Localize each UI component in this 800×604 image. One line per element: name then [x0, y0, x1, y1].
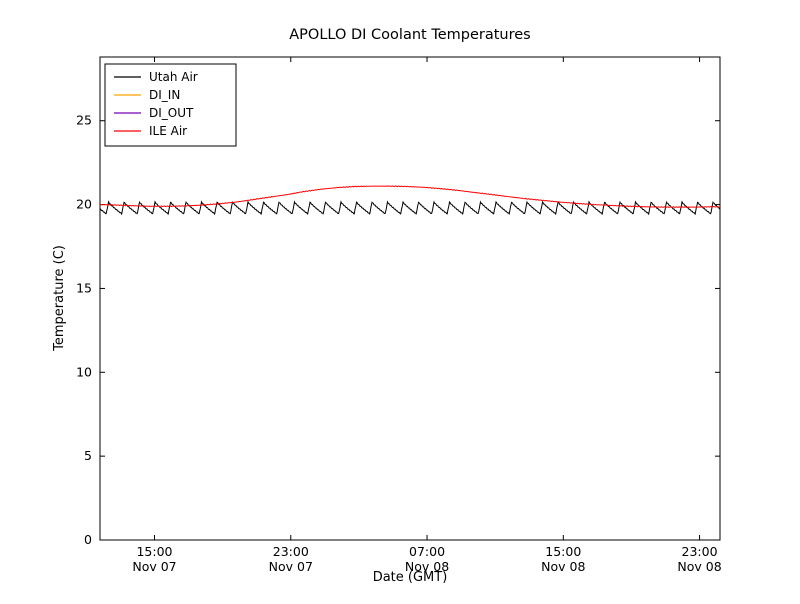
x-tick-date-label: Nov 07	[269, 559, 313, 574]
x-tick-date-label: Nov 08	[405, 559, 449, 574]
y-tick-label: 20	[76, 197, 92, 212]
y-axis-label: Temperature (C)	[52, 245, 67, 352]
legend-label: ILE Air	[149, 124, 187, 138]
legend-label: Utah Air	[149, 70, 198, 84]
x-tick-date-label: Nov 07	[132, 559, 176, 574]
x-tick-time-label: 15:00	[545, 544, 581, 559]
x-tick-time-label: 07:00	[409, 544, 445, 559]
legend: Utah Air DI_IN DI_OUT ILE Air	[104, 63, 237, 147]
series-line-ile-air	[99, 185, 720, 208]
x-tick-time-label: 23:00	[682, 544, 718, 559]
y-tick-label: 25	[76, 113, 92, 128]
y-tick-label: 15	[76, 280, 92, 295]
y-tick-label: 0	[84, 532, 92, 547]
y-tick-label: 5	[84, 448, 92, 463]
x-axis-label: Date (GMT)	[373, 570, 448, 585]
legend-label: DI_IN	[149, 88, 180, 102]
x-tick-time-label: 23:00	[273, 544, 309, 559]
y-tick-label: 10	[76, 364, 92, 379]
series-line-utah-air	[99, 200, 720, 216]
legend-label: DI_OUT	[149, 106, 194, 120]
x-tick-time-label: 15:00	[136, 544, 172, 559]
series-lines	[99, 185, 720, 216]
legend-box	[104, 63, 237, 147]
x-tick-date-label: Nov 08	[677, 559, 721, 574]
chart-title: APOLLO DI Coolant Temperatures	[289, 27, 530, 43]
x-tick-date-label: Nov 08	[541, 559, 585, 574]
